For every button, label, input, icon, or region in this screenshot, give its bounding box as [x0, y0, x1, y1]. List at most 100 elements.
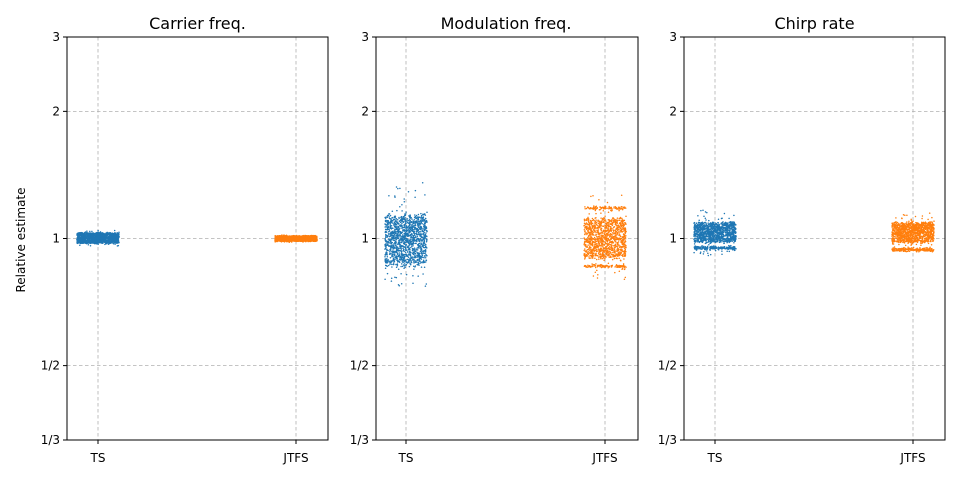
data-point	[388, 216, 390, 218]
data-point	[101, 234, 103, 237]
data-point	[610, 229, 613, 232]
data-point	[587, 231, 590, 234]
data-point	[79, 238, 81, 240]
data-point	[421, 254, 424, 257]
data-point	[392, 219, 394, 222]
data-point	[390, 245, 392, 247]
data-point	[299, 235, 302, 237]
data-point	[391, 260, 394, 262]
data-point	[95, 232, 97, 234]
data-point	[413, 249, 416, 251]
data-point	[426, 211, 428, 214]
data-point	[385, 240, 388, 243]
data-point	[424, 249, 427, 252]
data-point	[384, 278, 386, 281]
data-point	[590, 195, 592, 198]
data-point	[78, 233, 80, 236]
data-point	[312, 236, 314, 238]
y-tick-label: 1	[52, 231, 60, 245]
data-point	[100, 239, 102, 241]
data-point	[420, 251, 423, 253]
data-point	[82, 238, 85, 240]
data-point	[398, 216, 400, 219]
data-point	[418, 260, 421, 262]
data-point	[418, 239, 421, 241]
data-point	[401, 238, 403, 240]
data-point	[403, 267, 405, 270]
data-point	[397, 222, 400, 224]
data-point	[595, 219, 597, 221]
data-point	[616, 222, 618, 224]
data-point	[402, 257, 405, 260]
data-point	[417, 230, 420, 232]
data-point	[410, 243, 413, 245]
data-point	[76, 239, 78, 241]
data-point	[97, 238, 100, 240]
data-point	[611, 220, 613, 222]
data-point	[111, 236, 113, 239]
data-point	[293, 235, 295, 237]
data-point	[400, 265, 402, 268]
data-point	[597, 228, 600, 230]
data-point	[395, 186, 398, 188]
data-point	[591, 217, 594, 220]
data-point	[409, 253, 412, 255]
data-point	[397, 247, 399, 250]
data-point	[407, 261, 410, 263]
data-point	[394, 276, 396, 278]
data-point	[386, 265, 388, 267]
data-point	[413, 232, 415, 234]
data-point	[80, 236, 83, 239]
data-point	[584, 206, 586, 208]
data-point	[414, 255, 416, 257]
data-point	[286, 235, 289, 237]
data-point	[279, 236, 281, 238]
data-point	[112, 233, 114, 235]
data-point	[395, 276, 398, 279]
data-point	[599, 244, 601, 246]
data-point	[113, 233, 116, 235]
data-point	[385, 219, 387, 222]
data-point	[402, 217, 405, 220]
data-point	[103, 241, 105, 243]
data-point	[391, 246, 394, 248]
data-point	[391, 210, 394, 213]
data-point	[423, 240, 425, 243]
data-point	[624, 237, 627, 240]
data-point	[399, 239, 402, 241]
data-point	[417, 213, 420, 216]
data-point	[313, 238, 316, 240]
data-point	[394, 215, 397, 217]
data-point	[393, 237, 396, 240]
data-point	[390, 219, 393, 221]
data-point	[397, 231, 400, 234]
data-point	[301, 235, 304, 238]
data-point	[384, 255, 386, 258]
data-point	[415, 228, 417, 231]
data-point	[412, 282, 414, 284]
data-point	[405, 260, 407, 262]
data-point	[405, 255, 407, 258]
data-point	[391, 253, 394, 256]
data-point	[401, 265, 404, 268]
data-point	[95, 239, 97, 241]
data-point	[407, 242, 410, 244]
series-ts	[76, 229, 120, 247]
data-point	[86, 233, 89, 236]
data-point	[418, 240, 420, 242]
data-point	[402, 216, 405, 218]
data-point	[89, 244, 92, 247]
data-point	[420, 266, 423, 268]
data-point	[398, 261, 401, 264]
data-point	[78, 239, 80, 241]
data-point	[114, 241, 117, 244]
data-point	[109, 233, 111, 236]
data-point	[399, 187, 401, 190]
data-point	[390, 224, 393, 227]
data-point	[314, 240, 316, 242]
data-point	[414, 189, 417, 192]
data-point	[99, 237, 102, 240]
data-point	[407, 227, 409, 229]
data-point	[394, 196, 396, 198]
data-point	[83, 233, 85, 235]
